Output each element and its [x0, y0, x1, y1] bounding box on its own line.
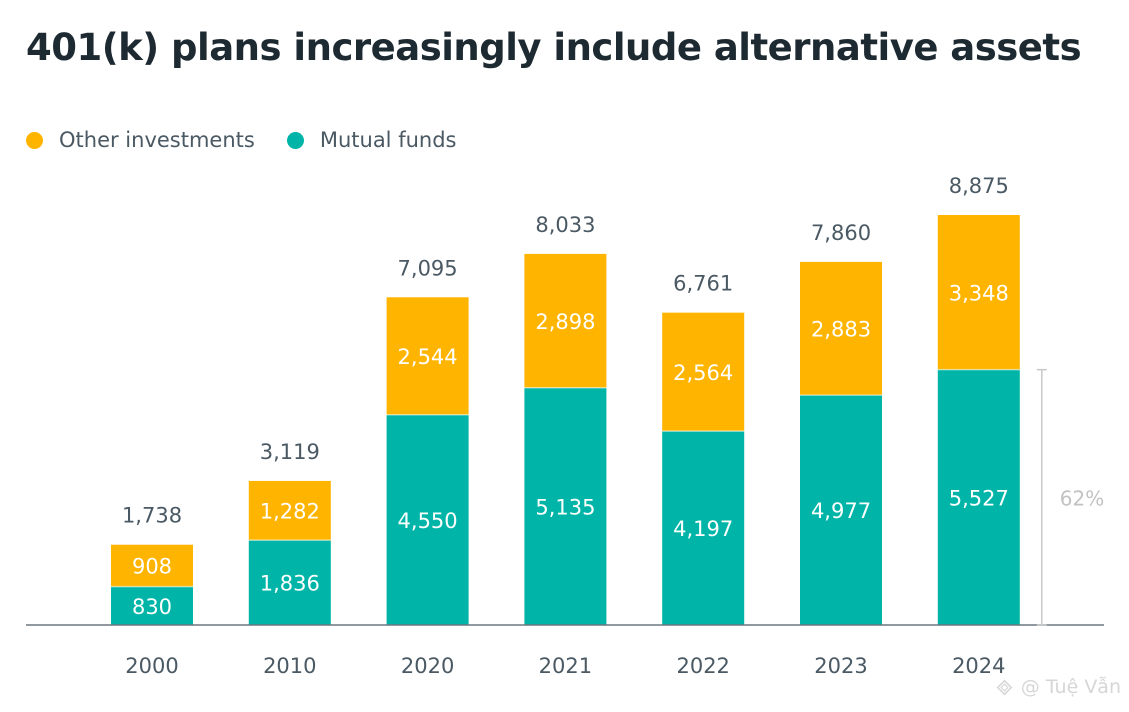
bar-other-investments-2010	[248, 480, 331, 541]
x-tick-label-2000: 2000	[125, 654, 178, 678]
bar-mutual-funds-2022	[662, 431, 745, 625]
bar-other-investments-2022	[662, 312, 745, 432]
data-label-mutual-funds-2020: 4,550	[398, 509, 458, 533]
x-tick-label-2024: 2024	[952, 654, 1005, 678]
chart-title: 401(k) plans increasingly include altern…	[26, 26, 1082, 69]
bar-mutual-funds-2021	[524, 387, 607, 625]
bar-other-investments-2024	[937, 215, 1020, 370]
watermark: @ Tuệ Vẫn	[996, 676, 1121, 698]
share-annotation-label: 62%	[1060, 486, 1104, 510]
data-label-other-investments-2000: 908	[132, 555, 172, 579]
data-label-other-investments-2024: 3,348	[949, 281, 1009, 305]
total-label-2010: 3,119	[260, 440, 320, 464]
total-label-2022: 6,761	[673, 272, 733, 296]
data-label-other-investments-2023: 2,883	[811, 317, 871, 341]
data-label-mutual-funds-2022: 4,197	[673, 517, 733, 541]
diamond-logo-icon	[996, 679, 1013, 695]
data-label-mutual-funds-2024: 5,527	[949, 486, 1009, 510]
legend-swatch-mutual-funds	[286, 131, 304, 149]
bar-mutual-funds-2000	[111, 586, 193, 625]
total-label-2000: 1,738	[122, 504, 182, 528]
total-label-2020: 7,095	[398, 256, 458, 280]
legend-label-mutual-funds: Mutual funds	[319, 128, 457, 152]
bar-mutual-funds-2024	[937, 369, 1020, 625]
x-tick-label-2020: 2020	[401, 654, 454, 678]
chart-legend: Other investments Mutual funds	[26, 128, 488, 152]
data-label-mutual-funds-2000: 830	[132, 595, 172, 619]
bar-other-investments-2023	[800, 261, 882, 396]
data-label-other-investments-2020: 2,544	[398, 345, 458, 369]
bar-mutual-funds-2020	[386, 414, 469, 625]
data-label-mutual-funds-2023: 4,977	[811, 499, 871, 523]
data-label-other-investments-2010: 1,282	[260, 500, 320, 524]
bar-mutual-funds-2023	[800, 395, 882, 625]
total-label-2023: 7,860	[811, 221, 871, 245]
data-label-mutual-funds-2010: 1,836	[260, 572, 320, 596]
legend-swatch-other-investments	[26, 131, 43, 149]
legend-item-other-investments: Other investments	[26, 128, 255, 152]
legend-label-other-investments: Other investments	[59, 128, 255, 152]
data-label-mutual-funds-2021: 5,135	[535, 495, 595, 519]
legend-item-mutual-funds: Mutual funds	[286, 128, 457, 152]
bar-mutual-funds-2010	[248, 540, 331, 625]
bar-other-investments-2020	[386, 297, 469, 415]
bar-other-investments-2021	[524, 253, 607, 388]
total-label-2024: 8,875	[949, 174, 1009, 198]
x-tick-label-2021: 2021	[539, 654, 592, 678]
x-tick-label-2023: 2023	[814, 654, 867, 678]
total-label-2021: 8,033	[535, 213, 595, 237]
data-label-other-investments-2021: 2,898	[535, 310, 595, 334]
data-label-other-investments-2022: 2,564	[673, 361, 733, 385]
x-tick-label-2022: 2022	[676, 654, 729, 678]
watermark-text: @ Tuệ Vẫn	[1020, 676, 1121, 698]
x-tick-label-2010: 2010	[263, 654, 316, 678]
bar-other-investments-2000	[111, 544, 193, 587]
